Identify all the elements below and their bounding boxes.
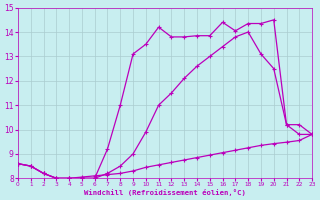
X-axis label: Windchill (Refroidissement éolien,°C): Windchill (Refroidissement éolien,°C): [84, 189, 246, 196]
